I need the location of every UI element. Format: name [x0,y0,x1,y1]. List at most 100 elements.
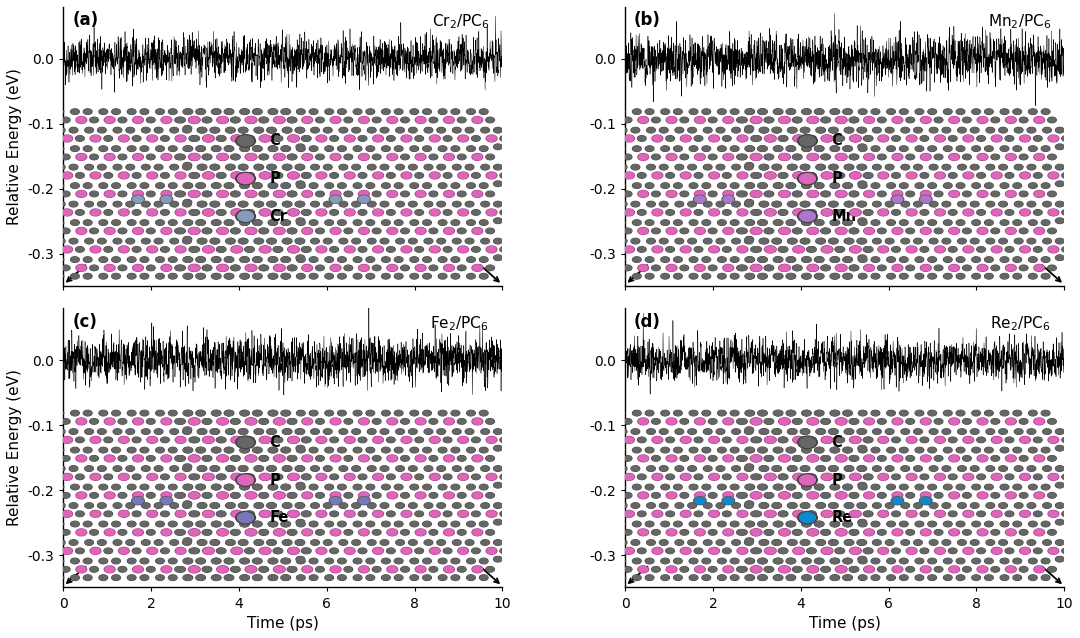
Circle shape [892,512,900,516]
Circle shape [766,436,777,443]
Circle shape [582,154,591,160]
Circle shape [900,411,907,415]
Circle shape [772,239,781,244]
Circle shape [1013,183,1022,188]
Circle shape [269,109,276,114]
Circle shape [542,456,549,461]
Circle shape [438,109,447,114]
Circle shape [738,210,747,215]
Circle shape [423,146,431,151]
Circle shape [311,503,319,508]
Circle shape [759,183,767,188]
Circle shape [836,173,845,178]
Circle shape [451,447,460,453]
Circle shape [807,247,814,252]
Circle shape [920,438,928,442]
Circle shape [119,154,126,160]
Circle shape [808,437,816,443]
Circle shape [99,575,107,580]
Circle shape [808,474,816,480]
Circle shape [1000,521,1009,527]
Circle shape [494,503,502,508]
Circle shape [133,136,140,141]
Circle shape [944,183,951,188]
Circle shape [548,521,556,527]
Circle shape [723,455,733,462]
Circle shape [815,239,824,244]
Circle shape [360,567,368,572]
Circle shape [999,429,1007,434]
Circle shape [859,202,866,207]
Circle shape [859,466,866,471]
Circle shape [843,274,851,279]
Circle shape [609,437,618,443]
Circle shape [410,183,418,188]
Circle shape [916,220,923,225]
Circle shape [732,503,740,508]
Circle shape [494,165,502,170]
Circle shape [241,109,248,114]
Circle shape [184,200,191,205]
Circle shape [850,456,859,461]
Circle shape [851,228,859,234]
Circle shape [846,202,853,207]
Circle shape [561,257,569,262]
Circle shape [204,246,214,252]
Circle shape [780,210,787,215]
Circle shape [929,202,937,207]
Circle shape [198,220,205,225]
Circle shape [1007,530,1015,535]
Circle shape [147,419,154,424]
Circle shape [561,410,569,416]
Circle shape [1005,511,1014,517]
Circle shape [458,265,467,271]
Circle shape [161,474,170,480]
Circle shape [822,530,828,535]
Circle shape [694,247,703,252]
Circle shape [703,220,710,225]
Circle shape [773,109,782,114]
Circle shape [773,540,782,545]
Circle shape [366,274,375,279]
Circle shape [297,575,305,580]
Circle shape [991,419,1000,424]
Circle shape [43,559,51,563]
Circle shape [486,530,495,535]
Circle shape [575,128,582,133]
Circle shape [338,146,346,151]
Circle shape [660,128,667,133]
Circle shape [212,411,219,415]
Circle shape [70,274,79,279]
Circle shape [836,228,846,234]
Circle shape [28,202,37,207]
Circle shape [184,427,191,432]
Circle shape [1000,146,1009,151]
Circle shape [211,466,219,471]
Circle shape [647,540,654,545]
Circle shape [661,109,670,114]
Circle shape [422,146,431,151]
Circle shape [367,429,376,434]
Circle shape [892,529,903,536]
Circle shape [133,154,144,160]
Circle shape [1041,274,1050,279]
Circle shape [297,521,306,527]
Circle shape [872,220,880,225]
X-axis label: Time (ps): Time (ps) [247,616,319,631]
Circle shape [702,257,711,262]
Circle shape [495,429,501,434]
Circle shape [14,146,22,151]
Circle shape [863,247,872,252]
Circle shape [708,154,717,160]
Circle shape [354,220,362,225]
Circle shape [562,128,570,133]
Circle shape [787,109,796,114]
Circle shape [394,521,403,527]
Circle shape [48,549,55,553]
Circle shape [851,136,861,142]
Circle shape [281,575,289,581]
Circle shape [253,146,261,151]
Circle shape [437,202,445,207]
Circle shape [211,503,219,508]
Circle shape [345,473,355,480]
